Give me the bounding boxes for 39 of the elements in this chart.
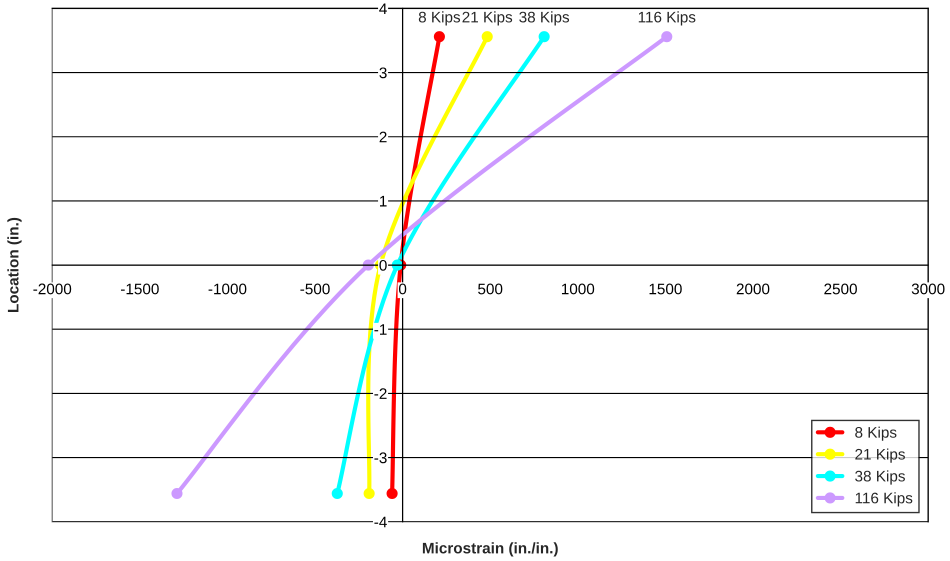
point	[332, 488, 343, 500]
annotation: 38 Kips	[519, 11, 570, 26]
x-tick-label: 1000	[562, 284, 594, 294]
x-tick-label: 500	[478, 284, 502, 294]
x-tick-label: -2000	[33, 284, 72, 294]
point	[386, 488, 398, 500]
x-tick-label: -500	[300, 284, 330, 294]
x-tick-label: 3000	[912, 284, 945, 294]
y-tick-label: 2	[380, 132, 387, 142]
legend-label: 116 Kips	[856, 492, 912, 506]
annotation: 116 Kips	[638, 11, 696, 26]
x-tick-label: 0	[398, 284, 406, 294]
y-tick-label: -2	[374, 388, 387, 399]
x-tick-label: -1000	[208, 284, 246, 294]
annotation: 8 Kips	[418, 11, 460, 26]
annotation: 21 Kips	[462, 11, 512, 26]
point	[364, 488, 375, 500]
y-tick-label: 4	[379, 3, 387, 14]
y-tick-label: 1	[380, 196, 387, 206]
point	[171, 488, 183, 500]
y-tick-label: 0	[379, 260, 387, 271]
legend-label: 8 Kips	[855, 426, 896, 441]
point	[434, 31, 445, 42]
y-tick-label: -3	[374, 452, 387, 464]
x-tick-label: -1500	[120, 284, 159, 294]
x-tick-label: 1500	[650, 284, 682, 294]
point	[362, 260, 374, 271]
legend-label: 38 Kips	[855, 470, 905, 485]
y-tick-label: -1	[374, 324, 387, 335]
x-tick-label: 2500	[824, 284, 857, 294]
point	[538, 31, 550, 42]
point	[482, 31, 493, 42]
x-axis-title: Microstrain (in./in.)	[422, 542, 558, 557]
point	[661, 31, 672, 42]
y-tick-label: -4	[374, 516, 387, 528]
x-tick-label: 2000	[736, 284, 770, 294]
y-axis-title: Location (in.)	[7, 218, 22, 312]
y-tick-label: 3	[379, 67, 387, 78]
legend-label: 21 Kips	[855, 448, 905, 463]
